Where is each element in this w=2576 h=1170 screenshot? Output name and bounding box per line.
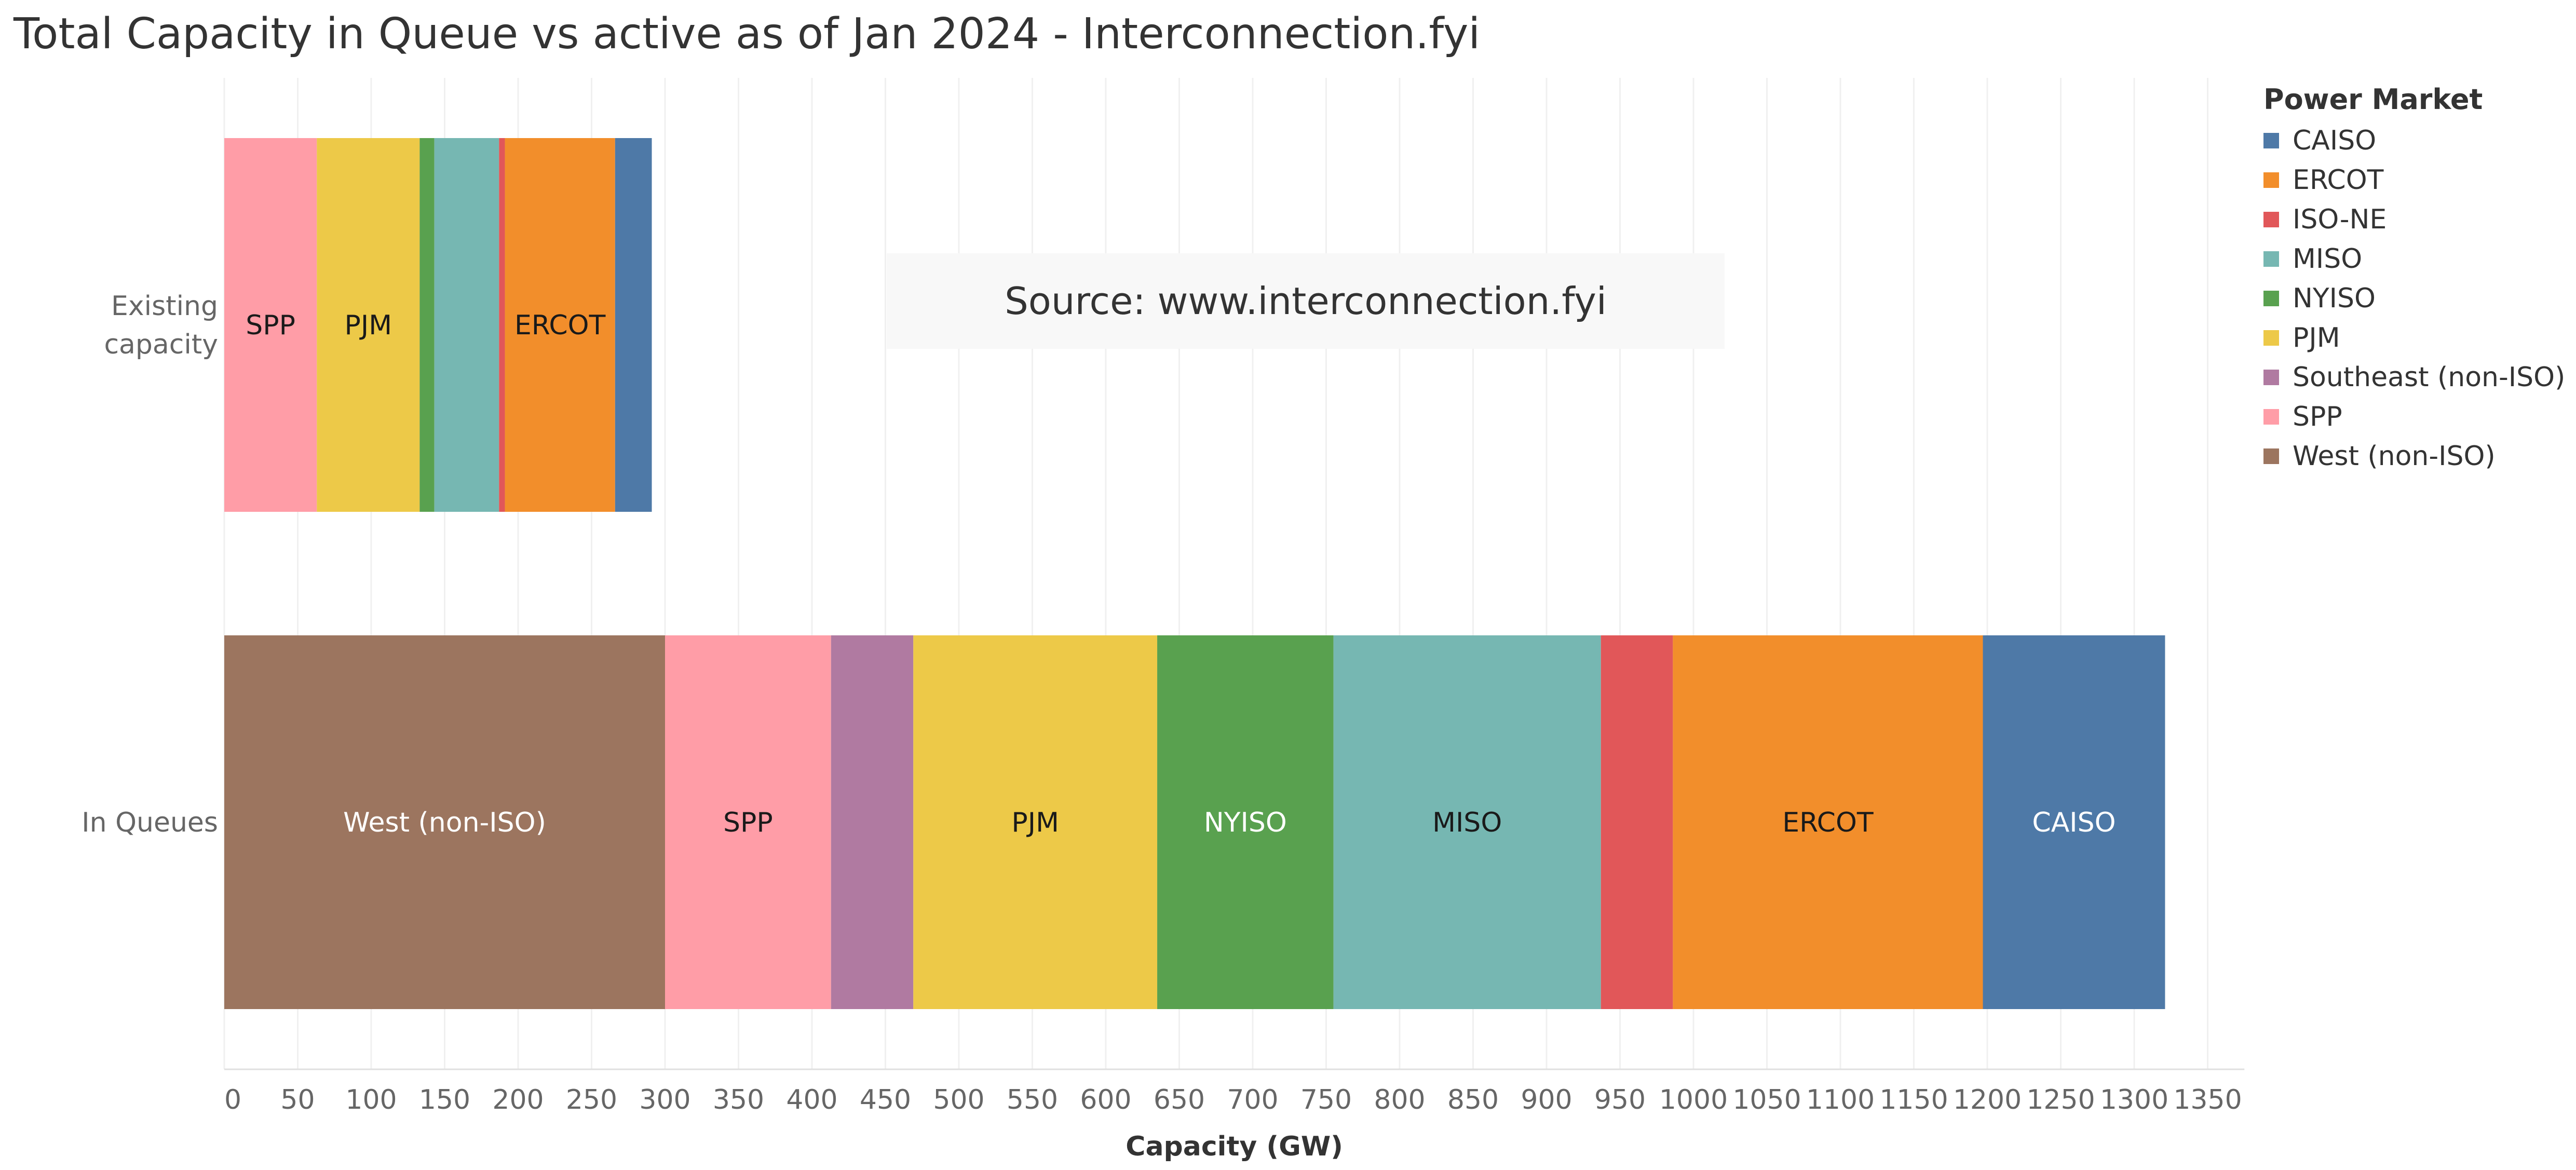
bar-label-1-SPP: SPP [723,807,773,838]
bar-label-1-MISO: MISO [1432,807,1502,838]
legend-label: CAISO [2293,125,2377,156]
bar-1-ERCOT [1673,635,1983,1009]
legend-item-CAISO[interactable]: CAISO [2263,121,2565,160]
x-axis-title: Capacity (GW) [1126,1131,1343,1162]
bar-1-SPP [665,635,831,1009]
legend-item-Southeast (non-ISO)[interactable]: Southeast (non-ISO) [2263,358,2565,397]
x-tick-label-1300: 1300 [2100,1084,2168,1115]
source-annotation: Source: www.interconnection.fyi [887,253,1725,349]
x-tick-label-850: 850 [1447,1084,1499,1115]
bar-label-0-SPP: SPP [246,310,295,341]
bar-0-CAISO [615,138,652,512]
x-tick-label-700: 700 [1227,1084,1278,1115]
x-tick-label-500: 500 [933,1084,984,1115]
category-label-0-1: capacity [104,329,218,360]
x-tick-label-1150: 1150 [1879,1084,1948,1115]
bar-1-ISO-NE [1601,635,1673,1009]
x-tick-label-1350: 1350 [2173,1084,2242,1115]
legend-swatch [2263,448,2279,464]
legend-items: CAISO ERCOT ISO-NE MISO NYISO PJM Southeast (n… [2263,121,2565,476]
x-tick-label-400: 400 [786,1084,837,1115]
x-tick-label-800: 800 [1374,1084,1425,1115]
legend-item-MISO[interactable]: MISO [2263,239,2565,279]
bar-1-West (non-ISO) [224,635,665,1009]
bar-1-MISO [1333,635,1601,1009]
bar-label-1-West (non-ISO): West (non-ISO) [343,807,546,838]
x-tick-label-300: 300 [639,1084,690,1115]
x-tick-label-550: 550 [1007,1084,1058,1115]
bar-label-1-PJM: PJM [1011,807,1059,838]
legend: Power Market CAISO ERCOT ISO-NE MISO NYISO PJ… [2263,83,2565,476]
x-tick-label-1050: 1050 [1732,1084,1801,1115]
legend-label: ISO-NE [2293,204,2387,235]
x-tick-label-200: 200 [492,1084,544,1115]
x-tick-label-50: 50 [280,1084,315,1115]
bar-label-0-ERCOT: ERCOT [514,310,606,341]
bar-0-ERCOT [505,138,615,512]
x-tick-label-1250: 1250 [2026,1084,2095,1115]
chart-title: Total Capacity in Queue vs active as of … [13,9,1481,59]
bar-0-PJM [317,138,420,512]
legend-label: SPP [2293,401,2342,432]
legend-swatch [2263,370,2279,385]
legend-swatch [2263,409,2279,425]
legend-label: West (non-ISO) [2293,441,2496,472]
legend-label: Southeast (non-ISO) [2293,362,2566,393]
category-label-1-0: In Queues [82,807,218,838]
legend-swatch [2263,251,2279,267]
x-tick-label-100: 100 [345,1084,397,1115]
legend-swatch [2263,330,2279,346]
y-axis-labels: Existing capacity In Queues [82,291,218,838]
legend-item-ISO-NE[interactable]: ISO-NE [2263,200,2565,239]
legend-item-ERCOT[interactable]: ERCOT [2263,160,2565,200]
legend-swatch [2263,172,2279,188]
legend-title: Power Market [2263,83,2483,116]
x-axis: 0 50 100 150 200 250 300 350 400 450 500 550 600 650 7… [224,1084,2242,1162]
legend-item-PJM[interactable]: PJM [2263,318,2565,358]
legend-swatch [2263,291,2279,306]
bar-0-MISO [434,138,499,512]
x-tick-label-250: 250 [566,1084,617,1115]
source-text: Source: www.interconnection.fyi [1005,279,1607,323]
legend-item-SPP[interactable]: SPP [2263,397,2565,437]
x-tick-label-600: 600 [1080,1084,1131,1115]
x-tick-label-350: 350 [713,1084,764,1115]
x-tick-label-450: 450 [860,1084,911,1115]
legend-swatch [2263,133,2279,148]
x-tick-label-950: 950 [1594,1084,1646,1115]
x-tick-label-650: 650 [1154,1084,1205,1115]
bar-1-PJM [913,635,1158,1009]
legend-label: MISO [2293,243,2363,275]
legend-swatch [2263,212,2279,227]
bar-label-1-ERCOT: ERCOT [1782,807,1874,838]
legend-label: ERCOT [2293,165,2384,196]
x-tick-label-750: 750 [1300,1084,1352,1115]
x-tick-label-1100: 1100 [1806,1084,1875,1115]
bar-1-Southeast (non-ISO) [831,635,914,1009]
x-tick-label-1200: 1200 [1953,1084,2022,1115]
bar-label-1-CAISO: CAISO [2032,807,2116,838]
bar-1-NYISO [1157,635,1334,1009]
bar-label-0-PJM: PJM [345,310,392,341]
legend-label: PJM [2293,322,2340,353]
legend-item-NYISO[interactable]: NYISO [2263,279,2565,318]
x-tick-label-900: 900 [1521,1084,1572,1115]
category-label-0-0: Existing [111,291,218,322]
bar-0-ISO-NE [499,138,505,512]
x-tick-label-150: 150 [419,1084,470,1115]
bar-0-SPP [224,138,317,512]
bars: SPP PJM ERCOT West (non-ISO) SPP PJM NYISO MISO… [224,138,2165,1009]
legend-item-West (non-ISO)[interactable]: West (non-ISO) [2263,437,2565,476]
legend-label: NYISO [2293,283,2376,314]
bar-0-NYISO [419,138,435,512]
bar-1-CAISO [1983,635,2165,1009]
x-tick-label-0: 0 [224,1084,241,1115]
bar-label-1-NYISO: NYISO [1204,807,1287,838]
x-tick-label-1000: 1000 [1659,1084,1728,1115]
